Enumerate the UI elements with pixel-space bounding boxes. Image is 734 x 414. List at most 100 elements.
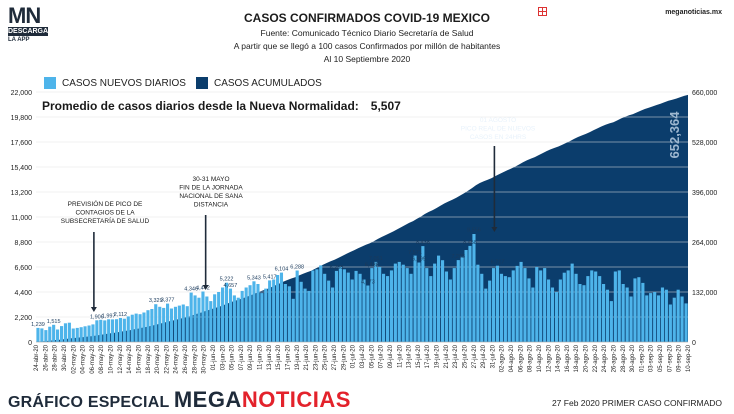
cumulative-total-label: 652,364	[667, 111, 682, 159]
x-axis-tick: 18-ago-20	[574, 344, 580, 372]
daily-bar	[472, 234, 476, 342]
daily-bar	[523, 268, 527, 342]
right-axis-tick: 528,000	[692, 140, 717, 147]
daily-bar	[637, 277, 641, 342]
x-axis-tick: 31-jul-20	[490, 344, 496, 368]
source-note: Fuente: Comunicado Técnico Diario Secret…	[260, 28, 474, 38]
daily-bar	[209, 301, 213, 342]
meganoticias-logo: MN DESCARGA LA APP	[8, 3, 48, 43]
chart-title: CASOS CONFIRMADOS COVID-19 MEXICO	[243, 11, 491, 25]
left-axis-tick: 11,000	[11, 215, 32, 222]
daily-bar	[566, 270, 570, 342]
daily-bar	[590, 270, 594, 342]
x-axis-tick: 27-jun-20	[332, 344, 338, 370]
daily-bar	[629, 296, 633, 342]
date-note: Al 10 Septiembre 2020	[323, 54, 411, 64]
threshold-note: A partir que se llegó a 100 casos Confir…	[233, 41, 501, 51]
footer-brand: MEGANOTICIAS	[174, 387, 351, 412]
daily-bar	[488, 280, 492, 342]
daily-bar	[95, 320, 99, 342]
bar-value-label: 6,482	[365, 262, 379, 268]
left-axis-tick: 22,000	[11, 90, 33, 97]
daily-bar	[495, 265, 500, 342]
bar-value-label: 3,329	[149, 298, 163, 304]
left-axis-tick: 17,600	[11, 140, 33, 147]
daily-bar	[562, 272, 566, 342]
daily-bar	[484, 288, 488, 342]
daily-bar	[307, 290, 311, 342]
daily-bar	[460, 256, 464, 342]
x-axis-tick: 25-jul-20	[462, 344, 468, 368]
annotation-text: PREVISIÓN DE PICO DE	[68, 199, 143, 208]
daily-bar	[547, 279, 551, 342]
x-axis-tick: 23-jul-20	[453, 344, 459, 368]
x-axis-tick: 29-jun-20	[341, 344, 347, 370]
x-axis-tick: 10-ago-20	[537, 344, 543, 372]
daily-bar	[91, 324, 95, 342]
daily-bar	[397, 261, 401, 342]
site-url: meganoticias.mx	[665, 9, 722, 16]
daily-bar	[244, 287, 248, 342]
bar-value-label: 5,343	[247, 275, 261, 281]
left-axis-tick: 8,800	[14, 240, 32, 247]
x-axis-tick: 03-jul-20	[360, 344, 366, 368]
x-axis-tick: 05-sep-20	[658, 344, 664, 372]
daily-bar	[75, 327, 79, 342]
daily-bar	[107, 319, 111, 342]
daily-bar	[641, 282, 645, 342]
x-axis-tick: 09-sep-20	[677, 344, 683, 372]
daily-bar	[602, 284, 606, 342]
daily-bar	[338, 267, 342, 342]
x-axis-tick: 28-may-20	[192, 344, 198, 373]
daily-bar	[476, 264, 480, 342]
daily-bar	[83, 326, 87, 342]
x-axis-tick: 17-jul-20	[425, 344, 431, 368]
x-axis-tick: 30-abr-20	[62, 344, 68, 371]
x-axis-tick: 04-ago-20	[509, 344, 515, 372]
daily-bar	[287, 286, 291, 342]
x-axis-tick: 02-ago-20	[500, 344, 506, 372]
daily-bar	[311, 270, 315, 342]
daily-bar	[283, 284, 287, 342]
daily-bar	[405, 268, 409, 342]
daily-bar	[574, 273, 578, 342]
x-axis-tick: 07-jul-20	[379, 344, 385, 368]
daily-bar	[248, 285, 252, 342]
x-axis-tick: 13-jul-20	[407, 344, 413, 368]
x-axis-tick: 12-may-20	[118, 344, 124, 373]
x-axis-tick: 23-jun-20	[313, 344, 319, 370]
x-axis-tick: 16-ago-20	[565, 344, 571, 372]
daily-bar	[60, 326, 64, 342]
daily-bar	[276, 275, 280, 342]
daily-bar	[319, 265, 323, 342]
daily-bar	[36, 327, 40, 342]
daily-bar	[158, 306, 162, 342]
daily-bar	[668, 304, 672, 342]
left-axis-tick: 2,200	[14, 315, 32, 322]
left-axis-tick: 4,400	[14, 290, 32, 297]
daily-bar	[256, 284, 260, 342]
daily-bar	[605, 289, 610, 342]
logo-mn-mark: MN	[8, 3, 41, 28]
daily-bar	[625, 287, 629, 342]
daily-bar	[609, 301, 613, 342]
x-axis-tick: 15-jul-20	[416, 344, 422, 368]
x-axis-tick: 19-jul-20	[435, 344, 441, 368]
x-axis-tick: 04-may-20	[81, 344, 87, 373]
annotation-arrowhead	[491, 227, 498, 232]
x-axis-tick: 14-ago-20	[556, 344, 562, 372]
daily-bar	[382, 273, 386, 342]
daily-bar	[586, 276, 590, 342]
brand-square-icon	[538, 7, 547, 16]
legend-cumulative: CASOS ACUMULADOS	[196, 77, 322, 89]
bar-value-label: 4,973	[361, 279, 375, 285]
daily-bar	[111, 319, 115, 342]
daily-bar	[272, 279, 276, 342]
daily-bar	[594, 271, 598, 342]
x-axis-tick: 16-may-20	[136, 344, 142, 373]
bar-value-label: 5,417	[263, 274, 277, 280]
daily-bar	[63, 323, 68, 343]
x-axis-tick: 01-jun-20	[211, 344, 217, 370]
daily-bar	[535, 267, 539, 342]
legend-cumulative-label: CASOS ACUMULADOS	[214, 77, 322, 89]
